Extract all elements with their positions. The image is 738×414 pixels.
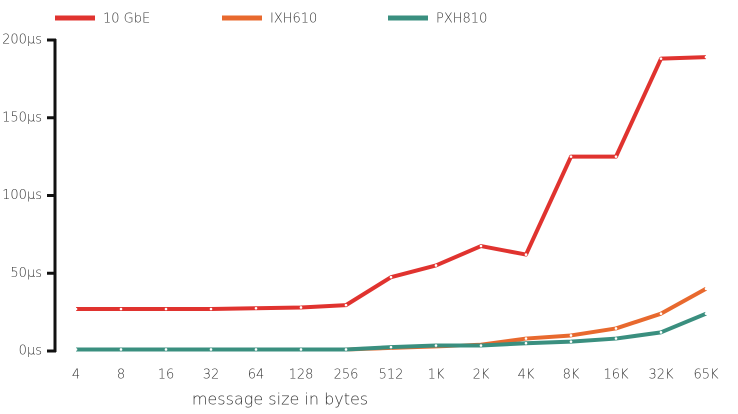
data-point (569, 340, 573, 343)
data-point (74, 307, 78, 311)
x-tick-label: 256 (334, 368, 359, 383)
data-point (164, 307, 168, 311)
x-tick-label: 1K (428, 368, 445, 383)
data-point (434, 344, 438, 347)
data-point (524, 337, 528, 340)
x-tick-label: 8 (117, 368, 125, 383)
x-tick-label: 32 (203, 368, 220, 383)
data-point (659, 312, 663, 315)
series-line (76, 311, 707, 352)
x-tick-label: 4K (518, 368, 535, 383)
data-point (119, 348, 123, 351)
data-point (659, 331, 663, 334)
x-tick-label: 32K (648, 368, 674, 383)
data-point (119, 307, 123, 311)
data-point (479, 344, 483, 347)
x-axis-label: message size in bytes (192, 390, 368, 409)
data-point (524, 341, 528, 345)
data-point (254, 306, 258, 310)
x-tick-label: 8K (563, 368, 580, 383)
data-point (479, 244, 483, 248)
x-tick-label: 16 (158, 368, 175, 383)
y-tick-label: 200µs (2, 33, 42, 48)
data-point (254, 348, 258, 351)
y-tick-label: 100µs (2, 188, 42, 203)
x-tick-label: 4 (72, 368, 80, 383)
legend-label: PXH810 (436, 12, 487, 27)
y-tick-label: 150µs (2, 110, 42, 125)
data-point (614, 155, 618, 158)
legend-label: 10 GbE (103, 12, 150, 27)
data-point (164, 348, 168, 351)
data-point (569, 334, 573, 337)
data-point (704, 312, 708, 315)
data-point (704, 287, 708, 291)
data-point (344, 348, 348, 351)
data-point (74, 348, 78, 351)
y-tick-label: 0µs (19, 344, 42, 359)
data-point (299, 306, 303, 309)
data-point (659, 57, 663, 60)
data-point (704, 55, 708, 59)
x-tick-label: 16K (603, 368, 629, 383)
x-tick-label: 128 (289, 368, 314, 383)
legend-label: IXH610 (270, 12, 317, 27)
data-point (434, 264, 438, 267)
data-point (209, 348, 213, 351)
data-point (614, 327, 618, 330)
data-point (299, 348, 303, 351)
series-line (76, 55, 707, 312)
x-tick-label: 512 (379, 368, 404, 383)
x-tick-label: 65K (693, 368, 719, 383)
data-point (569, 155, 573, 158)
y-tick-label: 50µs (10, 266, 42, 281)
data-point (389, 345, 393, 349)
x-tick-label: 2K (473, 368, 490, 383)
data-point (389, 275, 393, 279)
data-point (614, 337, 618, 340)
data-point (524, 253, 528, 256)
x-tick-label: 64 (248, 368, 265, 383)
data-point (344, 303, 348, 307)
data-point (209, 307, 213, 311)
